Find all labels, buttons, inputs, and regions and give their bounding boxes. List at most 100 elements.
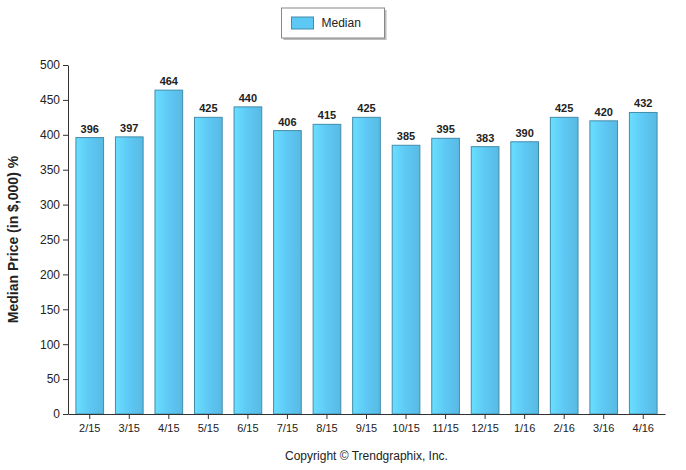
- x-tick: 3/15: [119, 414, 140, 434]
- chart: 3963974644254404064154253853953833904254…: [0, 0, 686, 470]
- x-tick: 2/16: [553, 414, 574, 434]
- bar: [155, 90, 183, 414]
- y-tick-label: 350: [40, 163, 60, 177]
- x-tick-mark: [287, 414, 288, 419]
- x-tick-label: 1/16: [514, 422, 535, 434]
- data-label: 425: [199, 102, 217, 114]
- x-tick: 7/15: [277, 414, 298, 434]
- bar: [392, 145, 420, 414]
- x-tick: 6/15: [237, 414, 258, 434]
- y-tick-label: 0: [53, 407, 60, 421]
- x-tick-mark: [445, 414, 446, 419]
- y-tick: 100: [40, 338, 68, 352]
- data-label: 390: [515, 127, 533, 139]
- x-tick-label: 6/15: [237, 422, 258, 434]
- x-tick: 8/15: [316, 414, 337, 434]
- y-tick-mark: [63, 170, 68, 171]
- y-tick: 300: [40, 198, 68, 212]
- x-tick-label: 7/15: [277, 422, 298, 434]
- y-tick-label: 300: [40, 198, 60, 212]
- y-axis-line: [68, 66, 69, 415]
- y-tick-label: 200: [40, 268, 60, 282]
- data-label: 406: [278, 116, 296, 128]
- y-axis: 0 50 100 150 200 250 300 350 400 450 500: [40, 58, 69, 421]
- bar: [234, 107, 262, 414]
- data-label: 464: [160, 75, 179, 87]
- x-tick-mark: [208, 414, 209, 419]
- data-label: 440: [239, 92, 257, 104]
- bar: [471, 147, 499, 414]
- x-tick: 10/15: [392, 414, 420, 434]
- y-tick-label: 50: [47, 372, 61, 386]
- y-tick: 250: [40, 233, 68, 247]
- bars: [76, 90, 657, 414]
- y-tick-label: 500: [40, 58, 60, 72]
- x-tick-label: 2/16: [553, 422, 574, 434]
- y-tick: 50: [47, 372, 68, 386]
- y-axis-title: Median Price (in $,000) %: [5, 155, 21, 323]
- y-tick-mark: [63, 344, 68, 345]
- data-label: 425: [357, 102, 375, 114]
- x-tick: 9/15: [356, 414, 377, 434]
- data-label: 432: [634, 97, 652, 109]
- y-tick-label: 450: [40, 93, 60, 107]
- data-label: 420: [595, 106, 613, 118]
- y-tick: 450: [40, 93, 68, 107]
- bar: [274, 131, 302, 414]
- legend-swatch: [292, 17, 314, 29]
- y-tick-label: 100: [40, 338, 60, 352]
- bar: [629, 112, 657, 414]
- x-tick-label: 10/15: [392, 422, 420, 434]
- bar: [195, 117, 223, 414]
- y-tick: 350: [40, 163, 68, 177]
- y-tick-mark: [63, 414, 68, 415]
- x-tick-label: 9/15: [356, 422, 377, 434]
- x-tick: 12/15: [471, 414, 499, 434]
- x-tick-mark: [603, 414, 604, 419]
- legend-box: [282, 8, 385, 38]
- y-tick-label: 400: [40, 128, 60, 142]
- bar: [353, 117, 381, 414]
- x-tick-mark: [129, 414, 130, 419]
- y-tick-mark: [63, 135, 68, 136]
- x-tick: 3/16: [593, 414, 614, 434]
- x-tick: 4/15: [158, 414, 179, 434]
- data-labels: 3963974644254404064154253853953833904254…: [81, 75, 653, 144]
- x-tick-mark: [406, 414, 407, 419]
- x-tick-mark: [366, 414, 367, 419]
- x-tick-mark: [524, 414, 525, 419]
- y-tick-mark: [63, 65, 68, 66]
- y-tick-mark: [63, 309, 68, 310]
- bar: [115, 137, 143, 414]
- x-tick-mark: [326, 414, 327, 419]
- x-tick-label: 12/15: [471, 422, 499, 434]
- y-tick-mark: [63, 100, 68, 101]
- x-tick-label: 3/16: [593, 422, 614, 434]
- x-tick: 2/15: [79, 414, 100, 434]
- data-label: 397: [120, 122, 138, 134]
- y-tick-mark: [63, 274, 68, 275]
- y-tick-label: 150: [40, 303, 60, 317]
- y-tick: 200: [40, 268, 68, 282]
- x-tick-label: 4/15: [158, 422, 179, 434]
- y-tick: 400: [40, 128, 68, 142]
- x-tick-mark: [168, 414, 169, 419]
- data-label: 396: [81, 123, 99, 135]
- y-tick: 0: [53, 407, 68, 421]
- data-label: 425: [555, 102, 573, 114]
- x-tick: 11/15: [432, 414, 459, 434]
- data-label: 383: [476, 132, 494, 144]
- legend-label: Median: [322, 16, 361, 30]
- x-tick: 4/16: [633, 414, 654, 434]
- data-label: 395: [436, 123, 454, 135]
- bar: [432, 138, 460, 414]
- x-tick-mark: [485, 414, 486, 419]
- x-tick: 1/16: [514, 414, 535, 434]
- x-axis: 2/15 3/15 4/15 5/15 6/15 7/15 8/15 9/15 10/15 11/…: [69, 414, 666, 434]
- x-tick-label: 2/15: [79, 422, 100, 434]
- x-tick: 5/15: [198, 414, 219, 434]
- bar: [511, 142, 539, 414]
- y-tick-mark: [63, 240, 68, 241]
- y-tick-label: 250: [40, 233, 60, 247]
- annotation: Copyright © Trendgraphix, Inc.: [285, 449, 448, 463]
